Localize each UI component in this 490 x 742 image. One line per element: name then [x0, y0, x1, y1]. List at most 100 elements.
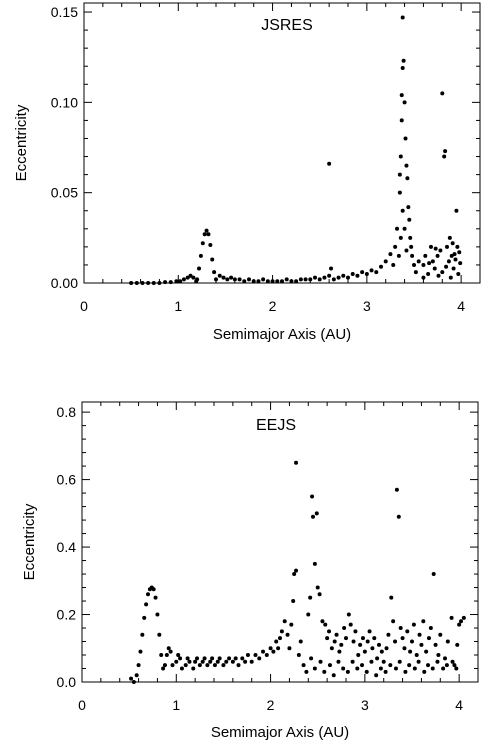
data-point — [430, 259, 435, 264]
data-point — [327, 629, 332, 634]
data-point — [212, 663, 217, 668]
data-point — [441, 666, 446, 671]
data-point — [350, 659, 355, 664]
data-point — [417, 632, 422, 637]
data-point — [377, 642, 381, 647]
data-point — [129, 676, 134, 681]
data-point — [205, 663, 210, 668]
data-point — [197, 663, 202, 668]
data-point — [153, 595, 158, 600]
data-point — [443, 656, 447, 661]
data-point — [185, 275, 190, 280]
data-point — [134, 673, 139, 678]
data-point — [402, 100, 407, 105]
data-point — [308, 277, 313, 282]
data-point — [408, 235, 413, 240]
data-point — [400, 208, 405, 213]
data-point — [378, 666, 383, 671]
data-point — [391, 619, 396, 624]
data-point — [320, 619, 325, 624]
data-point — [232, 277, 237, 282]
data-point — [423, 253, 428, 258]
x-tick-label: 0 — [80, 298, 88, 314]
data-point — [453, 257, 458, 262]
data-point — [344, 636, 348, 641]
x-axis-label: Semimajor Axis (AU) — [211, 724, 349, 741]
data-point — [151, 587, 156, 592]
data-point — [451, 266, 456, 271]
data-point — [170, 663, 175, 668]
data-point — [136, 663, 141, 668]
x-tick-label: 3 — [363, 298, 371, 314]
data-point — [249, 659, 254, 664]
x-tick-label: 1 — [172, 697, 180, 713]
y-tick-label: 0.15 — [51, 4, 78, 20]
data-point — [257, 656, 262, 661]
plot-frame — [81, 401, 479, 683]
data-point — [383, 669, 388, 674]
data-point — [412, 262, 416, 267]
data-point — [245, 653, 250, 658]
data-point — [308, 595, 313, 600]
data-point — [174, 279, 179, 284]
x-tick-label: 4 — [457, 298, 465, 314]
data-point — [166, 646, 171, 651]
data-point — [162, 663, 167, 668]
data-point — [243, 659, 248, 664]
data-point — [435, 659, 440, 664]
data-point — [221, 663, 226, 668]
data-point — [436, 653, 441, 658]
data-point — [294, 568, 299, 573]
data-point — [200, 241, 205, 246]
data-point — [178, 656, 183, 661]
chart-jsres: 0 1 2 3 4 0.00 0.05 0.10 0.15 Semimajor Axis (AU)… — [13, 2, 481, 343]
data-point — [393, 666, 398, 671]
data-point — [140, 632, 145, 637]
data-point — [129, 281, 134, 285]
data-point — [381, 659, 386, 664]
data-point — [317, 592, 322, 597]
data-point — [386, 632, 391, 637]
y-tick-label: 0.4 — [57, 539, 77, 555]
data-point — [212, 270, 217, 275]
y-tick-label: 0.0 — [57, 674, 77, 690]
data-point — [421, 262, 426, 267]
data-point — [393, 639, 398, 644]
x-tick-label: 3 — [361, 697, 369, 713]
data-point — [251, 279, 256, 284]
data-point — [341, 273, 346, 278]
data-point — [233, 656, 238, 661]
data-point — [459, 619, 464, 624]
data-point — [164, 653, 169, 658]
data-point — [436, 273, 441, 278]
data-point — [454, 208, 459, 213]
data-point — [140, 281, 145, 285]
data-point — [426, 663, 431, 668]
data-point — [419, 642, 424, 647]
data-point — [144, 602, 149, 607]
data-point — [225, 277, 230, 282]
data-point — [430, 666, 435, 671]
data-point — [355, 666, 360, 671]
data-point — [191, 275, 196, 280]
data-point — [322, 275, 327, 280]
data-point — [454, 666, 459, 671]
data-point — [455, 244, 460, 249]
data-point — [215, 659, 220, 664]
data-point — [383, 259, 388, 264]
data-point — [410, 639, 414, 644]
y-tick-label: 0.2 — [57, 607, 77, 623]
data-point — [208, 659, 213, 664]
data-point — [287, 646, 292, 651]
data-point — [217, 273, 222, 278]
y-axis-label: Eccentricity — [13, 104, 30, 181]
data-point — [174, 659, 179, 664]
data-point — [230, 659, 235, 664]
data-point — [176, 653, 181, 658]
data-point — [362, 649, 367, 654]
data-point — [253, 653, 258, 658]
data-point — [399, 118, 404, 123]
data-point — [168, 280, 173, 285]
data-point — [452, 663, 457, 668]
data-point — [388, 252, 393, 257]
